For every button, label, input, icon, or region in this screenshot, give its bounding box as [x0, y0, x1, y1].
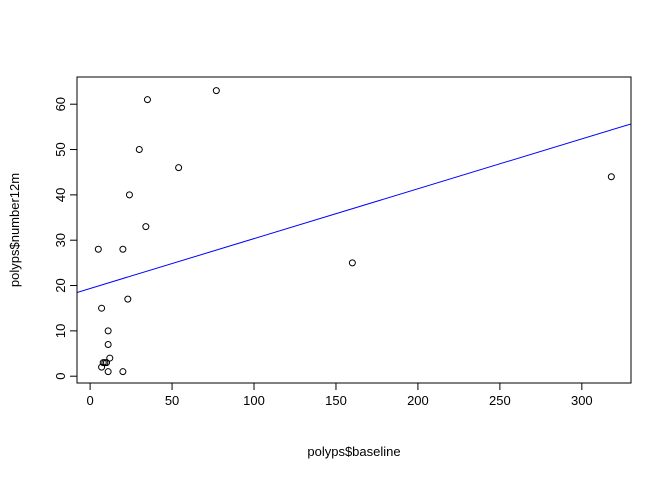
- data-point: [104, 327, 112, 335]
- plot-frame: [76, 76, 632, 384]
- y-tick-label: 40: [53, 188, 68, 202]
- data-point: [106, 354, 114, 362]
- x-tick-label: 100: [243, 393, 265, 408]
- data-point: [124, 295, 132, 303]
- data-point: [98, 363, 106, 371]
- data-point: [348, 259, 356, 267]
- y-tick-label: 0: [53, 373, 68, 380]
- data-point: [142, 223, 150, 231]
- data-point: [94, 245, 102, 253]
- fit-line-layer: [77, 123, 631, 293]
- y-tick-label: 20: [53, 278, 68, 292]
- x-axis-label: polyps$baseline: [307, 444, 400, 459]
- y-tick-label: 10: [53, 324, 68, 338]
- data-point: [125, 191, 133, 199]
- points-layer: [94, 87, 615, 376]
- x-tick-label: 150: [325, 393, 347, 408]
- y-axis: 0 10 20 30 40 50 60: [53, 97, 78, 380]
- data-point: [607, 173, 615, 181]
- x-tick-label: 300: [571, 393, 593, 408]
- y-axis-label: polyps$number12m: [7, 173, 22, 287]
- data-point: [104, 368, 112, 376]
- data-point: [104, 340, 112, 348]
- data-point: [143, 96, 151, 104]
- y-tick-label: 30: [53, 233, 68, 247]
- data-point: [103, 359, 111, 367]
- x-tick-label: 250: [489, 393, 511, 408]
- data-point: [98, 304, 106, 312]
- y-tick-label: 50: [53, 142, 68, 156]
- data-point: [175, 164, 183, 172]
- x-tick-label: 0: [86, 393, 93, 408]
- data-point: [119, 368, 127, 376]
- data-point: [212, 87, 220, 95]
- x-tick-label: 50: [165, 393, 179, 408]
- x-tick-label: 200: [407, 393, 429, 408]
- y-tick-label: 60: [53, 97, 68, 111]
- data-point: [119, 245, 127, 253]
- regression-line: [77, 123, 631, 293]
- x-axis: 0 50 100 150 200 250 300: [86, 382, 593, 408]
- data-point: [135, 146, 143, 154]
